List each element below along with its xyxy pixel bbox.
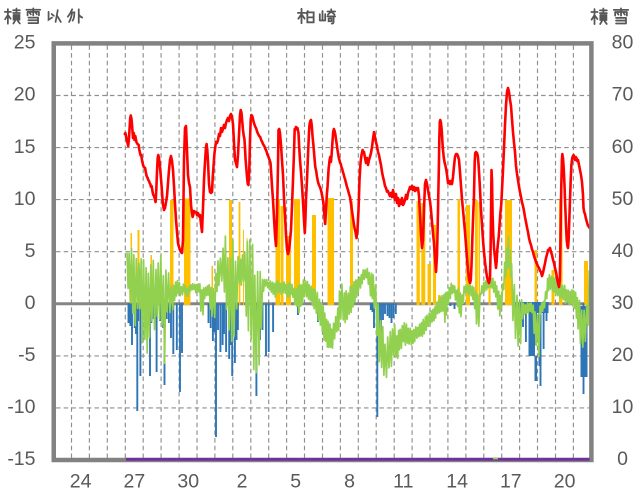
svg-text:-15: -15 — [7, 448, 35, 470]
svg-text:8: 8 — [344, 471, 355, 493]
svg-text:70: 70 — [612, 84, 634, 106]
svg-text:5: 5 — [25, 240, 36, 262]
svg-text:20: 20 — [612, 344, 634, 366]
svg-text:10: 10 — [14, 188, 36, 210]
svg-text:30: 30 — [177, 471, 199, 493]
svg-text:5: 5 — [290, 471, 301, 493]
svg-text:25: 25 — [14, 32, 36, 54]
svg-text:0: 0 — [25, 292, 36, 314]
svg-text:17: 17 — [500, 471, 522, 493]
svg-text:-10: -10 — [7, 396, 35, 418]
svg-text:11: 11 — [393, 471, 413, 493]
svg-text:2: 2 — [237, 471, 248, 493]
svg-text:50: 50 — [612, 188, 634, 210]
svg-text:-5: -5 — [18, 344, 35, 366]
svg-text:15: 15 — [14, 136, 36, 158]
svg-text:14: 14 — [446, 471, 468, 493]
svg-text:27: 27 — [124, 471, 146, 493]
svg-text:0: 0 — [617, 448, 628, 470]
svg-text:40: 40 — [612, 240, 634, 262]
svg-text:80: 80 — [612, 32, 634, 54]
svg-text:24: 24 — [70, 471, 92, 493]
svg-text:10: 10 — [612, 396, 634, 418]
svg-text:60: 60 — [612, 136, 634, 158]
svg-text:30: 30 — [612, 292, 634, 314]
svg-text:20: 20 — [554, 471, 576, 493]
svg-text:20: 20 — [14, 84, 36, 106]
